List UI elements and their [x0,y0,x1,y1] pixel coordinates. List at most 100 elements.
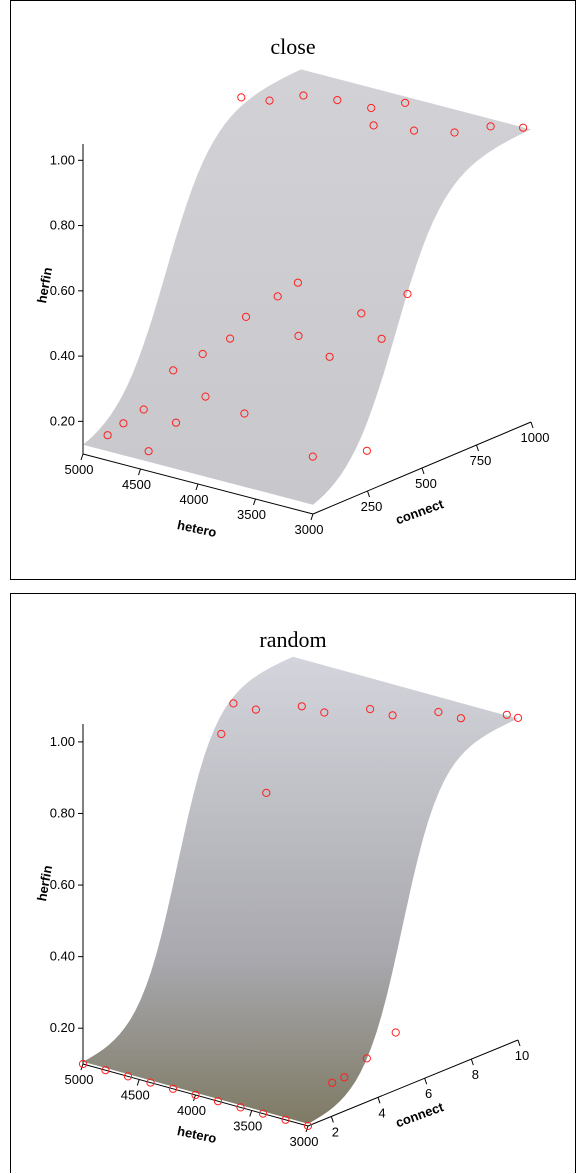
data-point [299,91,308,100]
chart-title: random [259,627,327,652]
x-tick: 5000 [65,1063,94,1087]
data-point [388,711,397,720]
x-tick: 4500 [121,1079,150,1103]
x-tick-mark [193,1094,196,1102]
y-tick-mark [377,1097,381,1104]
surface [83,69,531,505]
chart-panel-close: close 0.20 0.40 0.60 0.80 1.00 5000 4500 4000 35… [10,0,576,580]
data-point [144,447,153,456]
x-tick-label: 5000 [65,1072,94,1087]
y-tick-label: 2 [332,1124,339,1139]
data-point [518,123,528,132]
z-tick: 0.60 [50,877,83,892]
data-point [229,699,238,708]
z-axis-title: herfin [34,266,55,304]
data-point [303,1121,313,1131]
z-tick: 0.20 [50,413,83,428]
z-tick-label: 0.80 [50,805,75,820]
data-point [409,126,419,135]
data-point [265,96,274,105]
data-point [366,705,375,714]
data-point [168,1084,178,1093]
data-point [103,431,112,440]
z-tick: 1.00 [50,734,83,749]
x-tick: 4000 [177,1094,206,1118]
data-point [450,128,459,137]
y-tick-label: 1000 [521,430,550,445]
data-point [78,1059,88,1069]
y-tick-mark [476,444,479,452]
y-tick: 750 [470,444,491,468]
data-point [273,292,282,301]
x-tick: 4000 [180,483,209,507]
y-tick: 1000 [521,421,550,445]
x-tick-mark [310,513,314,521]
x-axis-title: hetero [176,1123,218,1146]
y-tick-mark [424,1078,428,1085]
y-tick-label: 10 [515,1048,529,1063]
data-point [262,788,271,797]
x-tick: 3500 [233,1110,262,1134]
chart-plot-random: 0.20 0.40 0.60 0.80 1.00 5000 4500 4000 3500 3000… [34,656,529,1149]
x-tick: 4500 [122,468,151,492]
data-point [119,419,128,428]
y-tick-mark [470,1058,474,1066]
z-tick-label: 0.40 [50,949,75,964]
y-tick-mark [530,421,534,429]
y-axis-title: connect [393,1099,446,1130]
data-point [434,707,443,717]
data-point [217,729,226,739]
data-point [367,103,376,113]
data-point [213,1097,223,1106]
data-point [362,446,371,455]
x-tick-mark [305,1125,309,1133]
x-axis-title: hetero [176,517,218,540]
z-tick: 0.80 [50,218,83,233]
z-tick-label: 0.20 [50,413,75,428]
z-tick: 0.20 [50,1020,83,1035]
data-point [139,405,148,414]
data-point [237,93,246,102]
data-point [401,98,410,108]
data-point [340,1073,349,1082]
y-tick-mark [330,1116,334,1123]
data-point [377,334,386,343]
z-tick: 1.00 [50,152,83,167]
data-point [456,714,465,723]
data-point [325,352,334,361]
x-tick-label: 3500 [237,507,266,522]
data-point [486,122,495,131]
y-tick-label: 4 [378,1105,385,1120]
y-axis-title: connect [393,496,446,527]
data-point [297,702,306,711]
y-tick-label: 250 [361,499,383,514]
y-tick: 500 [415,467,437,491]
data-point [328,1078,337,1087]
data-point [241,312,251,321]
x-tick-mark [249,1110,253,1117]
data-point [357,309,366,318]
data-point [251,705,260,714]
data-point [101,1066,110,1075]
z-tick: 0.80 [50,805,83,820]
y-tick-label: 8 [472,1067,479,1082]
chart-plot-close: 0.20 0.40 0.60 0.80 1.00 5000 4500 4000 3500 3000… [34,69,550,540]
y-axis [307,1039,519,1127]
x-tick: 3000 [290,1125,319,1149]
data-point [169,366,178,375]
data-point [320,708,329,717]
chart-panel-random: random 0.20 0.40 0.60 0.80 1.00 5000 4500 4000 3… [10,593,576,1173]
y-tick: 250 [361,490,383,514]
x-tick-mark [80,453,84,461]
data-point [240,409,249,418]
data-point [513,713,523,723]
x-tick-label: 3000 [290,1134,319,1149]
x-tick-label: 4000 [177,1103,206,1118]
data-point [369,121,378,130]
y-tick-mark [517,1039,521,1047]
data-point [294,331,303,340]
z-tick-label: 1.00 [50,734,75,749]
x-tick-label: 4500 [122,477,151,492]
x-tick-label: 4000 [180,492,209,507]
data-point [362,1054,371,1063]
